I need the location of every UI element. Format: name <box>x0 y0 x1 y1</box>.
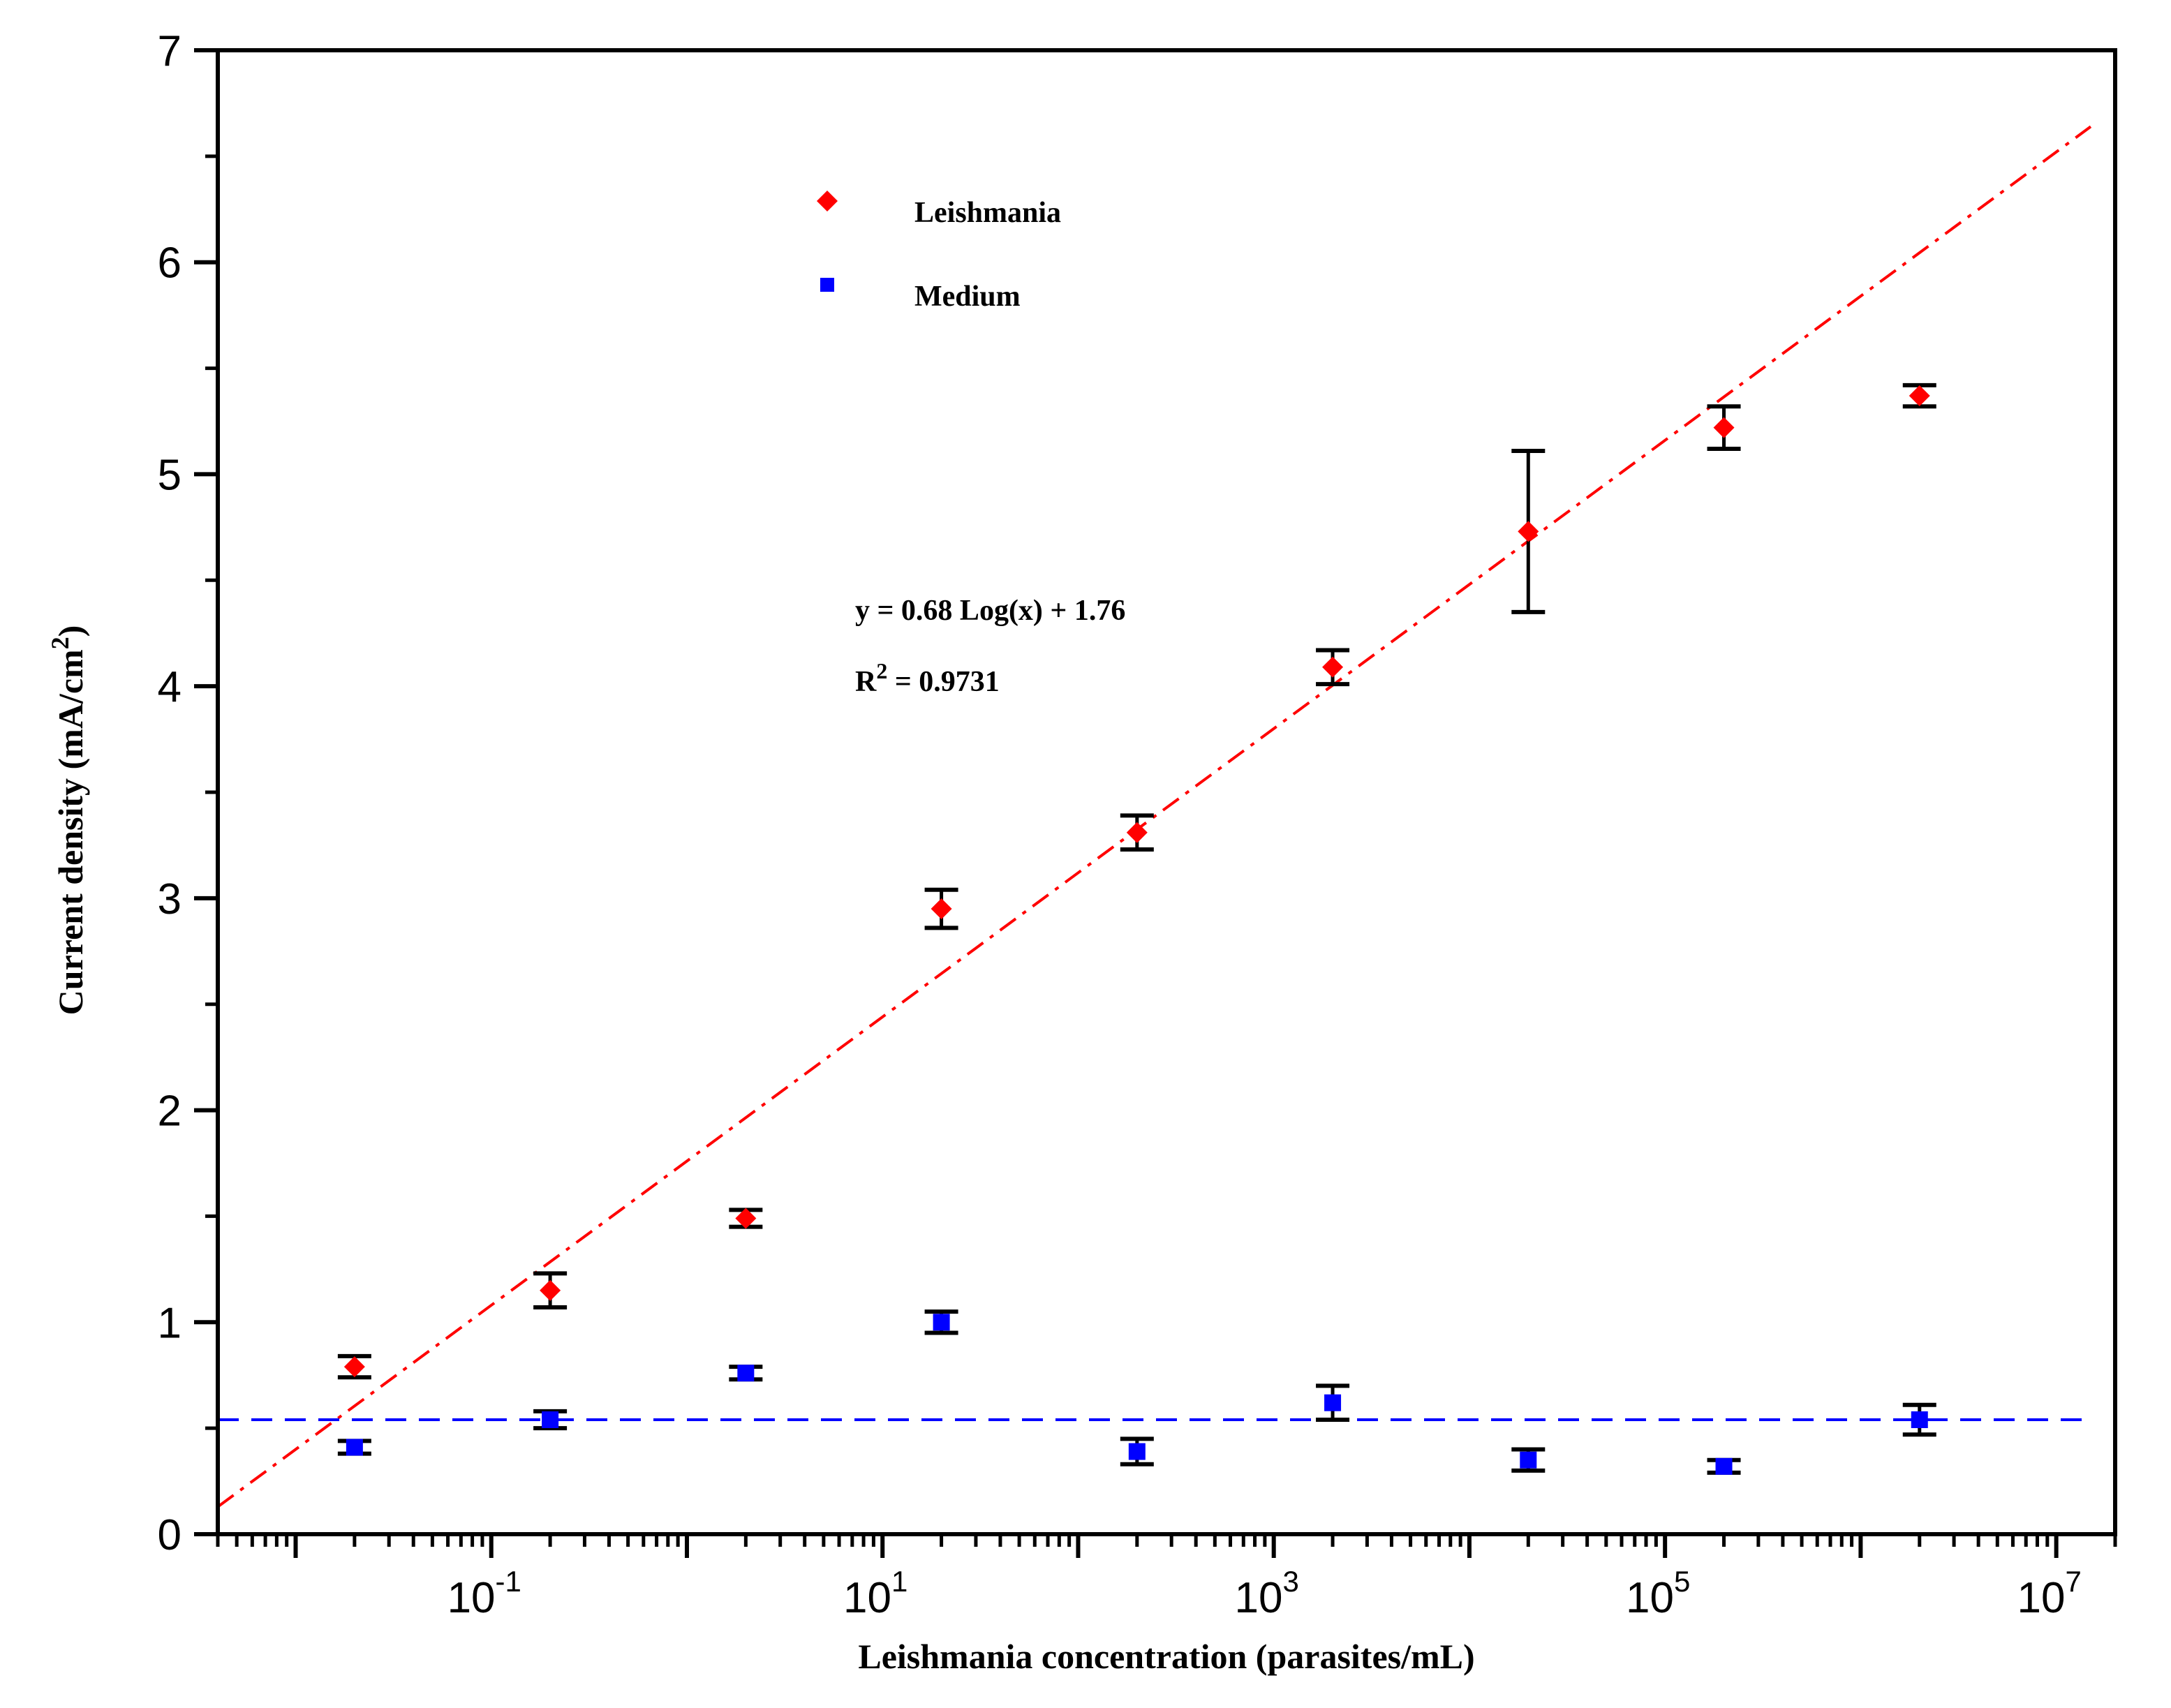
x-tick-label: 103 <box>1235 1565 1299 1622</box>
data-point-medium <box>933 1314 950 1331</box>
y-axis-title-main: Current density (mA/cm <box>51 649 90 1015</box>
fit-r-squared: R2 = 0.9731 <box>855 658 1000 698</box>
legend-marker-medium <box>820 278 834 292</box>
y-tick-label: 6 <box>158 239 181 288</box>
x-axis-title: Leishmania concentration (parasites/mL) <box>858 1637 1474 1676</box>
y-axis-title: Current density (mA/cm2) <box>46 625 90 1016</box>
plot-area <box>216 125 2092 1508</box>
data-point-medium <box>1715 1457 1733 1475</box>
y-tick-label: 3 <box>158 875 181 923</box>
x-axis: 10-1 101 103 105 107 <box>216 1534 2117 1622</box>
data-point-leishmania <box>1126 822 1148 843</box>
x-tick-label: 107 <box>2017 1565 2081 1622</box>
legend: Leishmania Medium <box>817 191 1061 313</box>
data-point-medium <box>542 1411 559 1428</box>
data-point-medium <box>737 1365 755 1382</box>
r2-main: R <box>855 666 877 698</box>
data-point-medium <box>346 1439 363 1456</box>
data-markers <box>343 385 1930 1475</box>
y-axis-title-sup: 2 <box>46 637 74 649</box>
y-tick-label: 2 <box>158 1087 181 1136</box>
y-tick-label: 7 <box>158 27 181 75</box>
data-point-leishmania <box>1909 385 1930 407</box>
x-tick-label: 105 <box>1626 1565 1690 1622</box>
data-point-leishmania <box>1713 417 1735 438</box>
r2-rest: = 0.9731 <box>887 666 999 698</box>
y-axis: 0 1 2 3 4 5 6 7 <box>158 27 218 1559</box>
legend-label-medium: Medium <box>914 281 1021 313</box>
data-point-medium <box>1128 1443 1146 1460</box>
data-point-leishmania <box>343 1356 365 1378</box>
fit-equation: y = 0.68 Log(x) + 1.76 <box>855 595 1125 627</box>
data-point-leishmania <box>540 1279 561 1301</box>
y-tick-label: 5 <box>158 451 181 499</box>
data-point-medium <box>1520 1451 1537 1469</box>
data-point-medium <box>1911 1411 1928 1428</box>
x-tick-label: 10-1 <box>447 1565 521 1622</box>
y-tick-label: 4 <box>158 663 181 711</box>
y-tick-label: 0 <box>158 1511 181 1559</box>
data-point-leishmania <box>1518 521 1539 542</box>
data-point-medium <box>1324 1394 1342 1411</box>
legend-marker-leishmania <box>817 191 838 211</box>
data-point-leishmania <box>735 1208 757 1229</box>
y-axis-title-end: ) <box>51 625 90 637</box>
legend-label-leishmania: Leishmania <box>914 197 1061 229</box>
fit-line <box>216 125 2092 1508</box>
y-tick-label: 1 <box>158 1299 181 1347</box>
x-tick-label: 101 <box>843 1565 907 1622</box>
r2-sup: 2 <box>876 658 887 683</box>
data-point-leishmania <box>931 898 952 920</box>
data-point-leishmania <box>1322 656 1344 678</box>
